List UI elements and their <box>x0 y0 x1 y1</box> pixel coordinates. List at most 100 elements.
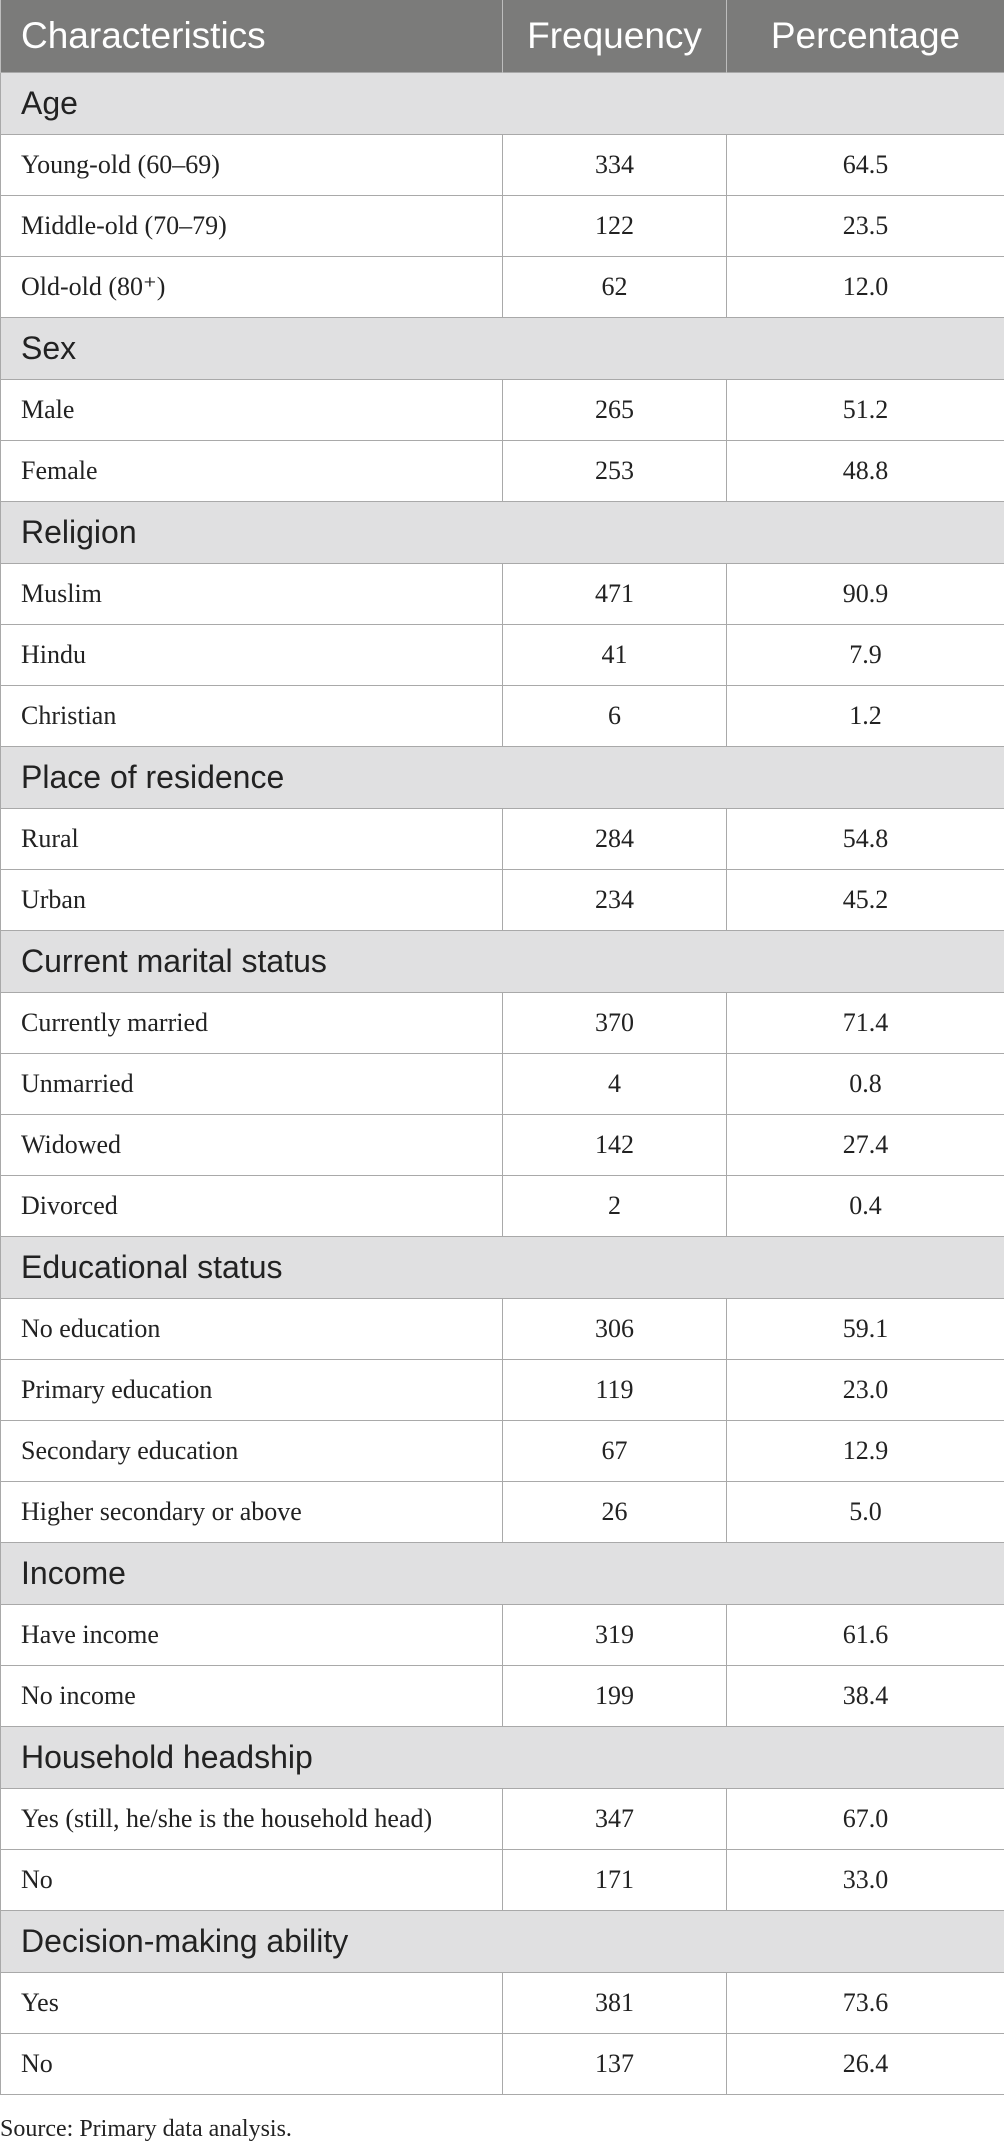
table-row: Yes (still, he/she is the household head… <box>0 1788 1004 1850</box>
percentage-cell: 1.2 <box>726 685 1004 747</box>
frequency-cell: 41 <box>502 624 727 686</box>
percentage-cell: 33.0 <box>726 1849 1004 1911</box>
table-row: Urban 234 45.2 <box>0 869 1004 931</box>
frequency-cell: 306 <box>502 1298 727 1360</box>
frequency-cell: 370 <box>502 992 727 1054</box>
table-row: Christian 6 1.2 <box>0 685 1004 747</box>
percentage-cell: 90.9 <box>726 563 1004 625</box>
table-row: Middle-old (70–79) 122 23.5 <box>0 195 1004 257</box>
section-row: Decision-making ability <box>0 1910 1004 1973</box>
row-label: Hindu <box>0 624 503 686</box>
frequency-cell: 265 <box>502 379 727 441</box>
section-title: Educational status <box>0 1236 1004 1299</box>
frequency-cell: 142 <box>502 1114 727 1176</box>
source-note: Source: Primary data analysis. <box>0 2116 292 2142</box>
table-row: No education 306 59.1 <box>0 1298 1004 1360</box>
percentage-cell: 54.8 <box>726 808 1004 870</box>
header-row: Characteristics Frequency Percentage <box>0 0 1004 73</box>
percentage-cell: 59.1 <box>726 1298 1004 1360</box>
frequency-cell: 4 <box>502 1053 727 1115</box>
table-row: Old-old (80⁺) 62 12.0 <box>0 256 1004 318</box>
frequency-cell: 199 <box>502 1665 727 1727</box>
frequency-cell: 234 <box>502 869 727 931</box>
table-row: Male 265 51.2 <box>0 379 1004 441</box>
percentage-cell: 71.4 <box>726 992 1004 1054</box>
frequency-cell: 6 <box>502 685 727 747</box>
percentage-cell: 0.4 <box>726 1175 1004 1237</box>
section-title: Sex <box>0 317 1004 380</box>
row-label: No income <box>0 1665 503 1727</box>
row-label: Yes <box>0 1972 503 2034</box>
section-row: Sex <box>0 317 1004 380</box>
row-label: Muslim <box>0 563 503 625</box>
table-row: Rural 284 54.8 <box>0 808 1004 870</box>
section-title: Age <box>0 72 1004 135</box>
percentage-cell: 61.6 <box>726 1604 1004 1666</box>
characteristics-table: Characteristics Frequency Percentage Age… <box>0 0 1004 2095</box>
table-row: Muslim 471 90.9 <box>0 563 1004 625</box>
header-percentage: Percentage <box>726 0 1004 73</box>
frequency-cell: 284 <box>502 808 727 870</box>
section-row: Age <box>0 72 1004 135</box>
frequency-cell: 347 <box>502 1788 727 1850</box>
percentage-cell: 12.9 <box>726 1420 1004 1482</box>
percentage-cell: 7.9 <box>726 624 1004 686</box>
frequency-cell: 171 <box>502 1849 727 1911</box>
percentage-cell: 23.5 <box>726 195 1004 257</box>
table-row: Currently married 370 71.4 <box>0 992 1004 1054</box>
percentage-cell: 51.2 <box>726 379 1004 441</box>
percentage-cell: 27.4 <box>726 1114 1004 1176</box>
row-label: Rural <box>0 808 503 870</box>
row-label: Primary education <box>0 1359 503 1421</box>
table-row: Female 253 48.8 <box>0 440 1004 502</box>
percentage-cell: 5.0 <box>726 1481 1004 1543</box>
percentage-cell: 38.4 <box>726 1665 1004 1727</box>
row-label: Old-old (80⁺) <box>0 256 503 318</box>
table-row: Secondary education 67 12.9 <box>0 1420 1004 1482</box>
header-frequency: Frequency <box>502 0 727 73</box>
table-row: No 171 33.0 <box>0 1849 1004 1911</box>
percentage-cell: 45.2 <box>726 869 1004 931</box>
percentage-cell: 26.4 <box>726 2033 1004 2095</box>
section-title: Income <box>0 1542 1004 1605</box>
table-row: Unmarried 4 0.8 <box>0 1053 1004 1115</box>
section-title: Religion <box>0 501 1004 564</box>
section-row: Income <box>0 1542 1004 1605</box>
section-row: Place of residence <box>0 746 1004 809</box>
table-row: Higher secondary or above 26 5.0 <box>0 1481 1004 1543</box>
percentage-cell: 64.5 <box>726 134 1004 196</box>
row-label: Middle-old (70–79) <box>0 195 503 257</box>
table-row: No 137 26.4 <box>0 2033 1004 2095</box>
frequency-cell: 471 <box>502 563 727 625</box>
frequency-cell: 2 <box>502 1175 727 1237</box>
frequency-cell: 137 <box>502 2033 727 2095</box>
frequency-cell: 253 <box>502 440 727 502</box>
row-label: Christian <box>0 685 503 747</box>
table-row: Young-old (60–69) 334 64.5 <box>0 134 1004 196</box>
section-title: Current marital status <box>0 930 1004 993</box>
section-title: Place of residence <box>0 746 1004 809</box>
frequency-cell: 67 <box>502 1420 727 1482</box>
row-label: Urban <box>0 869 503 931</box>
row-label: Higher secondary or above <box>0 1481 503 1543</box>
table-container: Characteristics Frequency Percentage Age… <box>0 0 1004 2095</box>
section-title: Decision-making ability <box>0 1910 1004 1973</box>
frequency-cell: 26 <box>502 1481 727 1543</box>
row-label: Yes (still, he/she is the household head… <box>0 1788 503 1850</box>
section-title: Household headship <box>0 1726 1004 1789</box>
section-row: Household headship <box>0 1726 1004 1789</box>
row-label: Male <box>0 379 503 441</box>
section-row: Current marital status <box>0 930 1004 993</box>
header-characteristics: Characteristics <box>0 0 503 73</box>
frequency-cell: 381 <box>502 1972 727 2034</box>
table-row: Yes 381 73.6 <box>0 1972 1004 2034</box>
row-label: Currently married <box>0 992 503 1054</box>
percentage-cell: 73.6 <box>726 1972 1004 2034</box>
frequency-cell: 319 <box>502 1604 727 1666</box>
row-label: Divorced <box>0 1175 503 1237</box>
row-label: Young-old (60–69) <box>0 134 503 196</box>
percentage-cell: 12.0 <box>726 256 1004 318</box>
row-label: No <box>0 1849 503 1911</box>
table-header: Characteristics Frequency Percentage <box>0 0 1004 73</box>
table-row: Have income 319 61.6 <box>0 1604 1004 1666</box>
